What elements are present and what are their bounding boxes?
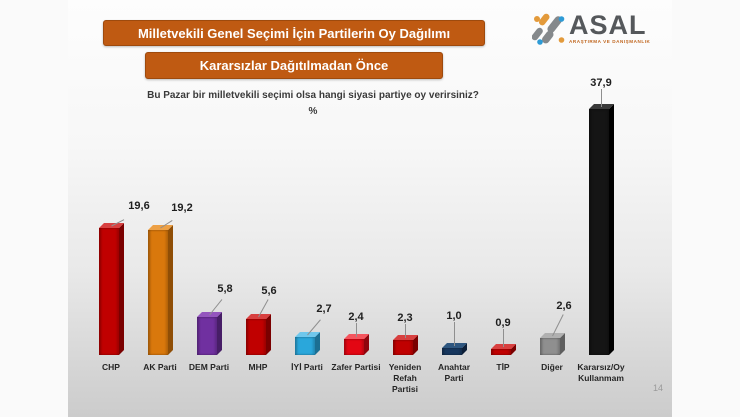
asal-logo: ASAL ARAŞTIRMA VE DANIŞMANLIK xyxy=(532,12,650,46)
title-text: Milletvekili Genel Seçimi İçin Partileri… xyxy=(137,25,451,41)
bar-label-zafer-partisi: Zafer Partisi xyxy=(331,362,381,372)
subtitle-banner: Kararsızlar Dağıtılmadan Önce xyxy=(145,52,443,79)
survey-question: Bu Pazar bir milletvekili seçimi olsa ha… xyxy=(147,90,479,101)
bar-anahtar-parti xyxy=(442,348,462,355)
title-banner: Milletvekili Genel Seçimi İçin Partileri… xyxy=(103,20,485,46)
plot-area: 19,6 19,2 5,8 5,6 2,7 2,4 2,3 1,0 0,9 2,6 37,9 xyxy=(68,0,672,355)
bar-karars-z-oy-kullanmam xyxy=(589,109,609,355)
leader-line-zafer-partisi xyxy=(356,323,357,337)
asal-logo-textblock: ASAL ARAŞTIRMA VE DANIŞMANLIK xyxy=(569,10,651,45)
bar-label-ak-parti: AK Parti xyxy=(143,362,177,372)
bar-value-zafer-partisi: 2,4 xyxy=(348,311,364,323)
bar-side-chp xyxy=(119,223,124,355)
bar-label-di-er: Diğer xyxy=(541,362,563,372)
bar-label-karars-z-oy-kullanmam: Kararsız/Oy Kullanmam xyxy=(577,362,625,384)
leader-line-karars-z-oy-kullanmam xyxy=(601,89,602,107)
asal-logo-icon xyxy=(532,13,565,45)
asal-logo-tagline: ARAŞTIRMA VE DANIŞMANLIK xyxy=(569,39,651,44)
bar-value-di-er: 2,6 xyxy=(556,300,572,312)
bar-label-i-yi-parti: İYİ Parti xyxy=(291,362,323,372)
subtitle-text: Kararsızlar Dağıtılmadan Önce xyxy=(199,58,389,73)
bar-value-dem-parti: 5,8 xyxy=(217,283,233,295)
bar-dem-parti xyxy=(197,317,217,355)
bar-side-ak-parti xyxy=(168,225,173,355)
bar-zafer-partisi xyxy=(344,339,364,355)
bar-value-anahtar-parti: 1,0 xyxy=(446,310,462,322)
bar-label-ti-p: TİP xyxy=(496,362,510,372)
bar-value-chp: 19,6 xyxy=(128,200,150,212)
page-number: 14 xyxy=(652,383,663,393)
bar-label-mhp: MHP xyxy=(248,362,268,372)
bar-label-dem-parti: DEM Parti xyxy=(188,362,230,372)
bar-value-ti-p: 0,9 xyxy=(495,317,511,329)
bar-i-yi-parti xyxy=(295,337,315,355)
bar-value-mhp: 5,6 xyxy=(261,285,277,297)
percent-unit-label: % xyxy=(308,106,318,117)
bar-yeniden-refah-partisi xyxy=(393,340,413,355)
bar-ak-parti xyxy=(148,230,168,355)
bar-value-yeniden-refah-partisi: 2,3 xyxy=(397,312,413,324)
leader-line-anahtar-parti xyxy=(454,322,455,346)
bar-side-karars-z-oy-kullanmam xyxy=(609,104,614,355)
bar-side-dem-parti xyxy=(217,312,222,355)
bar-value-karars-z-oy-kullanmam: 37,9 xyxy=(590,77,612,89)
bar-side-mhp xyxy=(266,314,271,355)
bar-value-ak-parti: 19,2 xyxy=(171,202,193,214)
asal-logo-wordmark: ASAL xyxy=(569,10,647,40)
leader-line-yeniden-refah-partisi xyxy=(405,324,406,338)
bar-label-chp: CHP xyxy=(102,362,120,372)
bar-label-yeniden-refah-partisi: Yeniden Refah Partisi xyxy=(388,362,422,395)
bar-di-er xyxy=(540,338,560,355)
bar-ti-p xyxy=(491,349,511,355)
bar-value-i-yi-parti: 2,7 xyxy=(316,303,332,315)
bar-chp xyxy=(99,228,119,355)
bar-mhp xyxy=(246,319,266,355)
slide: Milletvekili Genel Seçimi İçin Partileri… xyxy=(68,0,672,417)
leader-line-ti-p xyxy=(503,329,504,347)
bar-label-anahtar-parti: Anahtar Parti xyxy=(437,362,471,384)
